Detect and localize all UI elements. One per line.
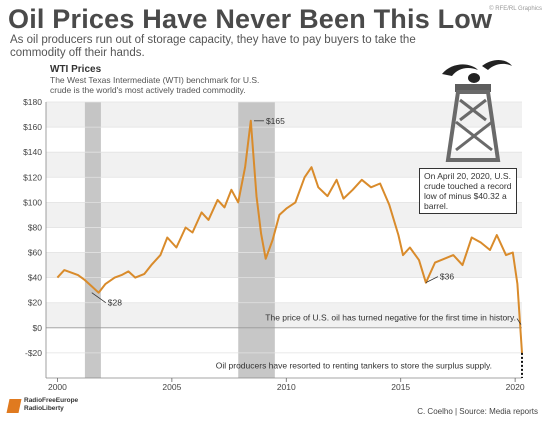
wti-price-line bbox=[56, 119, 523, 353]
x-tick-label: 2020 bbox=[506, 382, 525, 392]
y-tick-label: $160 bbox=[23, 122, 42, 132]
annotation-tankers: Oil producers have resorted to renting t… bbox=[216, 360, 492, 370]
source-credit: C. Coelho | Source: Media reports bbox=[417, 407, 538, 416]
y-tick-label: $140 bbox=[23, 147, 42, 157]
y-tick-label: $180 bbox=[23, 97, 42, 107]
chart-title: WTI Prices bbox=[50, 64, 102, 75]
x-tick-label: 2015 bbox=[391, 382, 410, 392]
oil-derrick-icon bbox=[442, 60, 512, 162]
y-tick-label: $60 bbox=[28, 248, 42, 258]
band bbox=[46, 302, 522, 328]
logo-line-1: RadioFreeEurope bbox=[24, 397, 79, 404]
y-tick-label: $100 bbox=[23, 197, 42, 207]
annotation-peak-2008: $165 bbox=[266, 116, 285, 126]
logo-line-2: RadioLiberty bbox=[24, 405, 64, 412]
annotation-leader bbox=[516, 318, 522, 325]
x-tick-label: 2000 bbox=[48, 382, 67, 392]
y-tick-label: $120 bbox=[23, 172, 42, 182]
chart-annotations: $28 $165 $36 The price of U.S. oil has turn… bbox=[91, 116, 522, 370]
annotation-negative-price: The price of U.S. oil has turned negativ… bbox=[265, 313, 516, 323]
annotation-low-2001: $28 bbox=[108, 298, 122, 308]
band bbox=[46, 102, 522, 128]
recession-bar bbox=[238, 102, 275, 378]
x-tick-label: 2005 bbox=[162, 382, 181, 392]
annotation-leader bbox=[425, 276, 439, 284]
y-tick-label: $80 bbox=[28, 222, 42, 232]
y-axis-ticks: $180 $160 $140 $120 $100 $80 $60 $40 $20 $0 -$20 bbox=[23, 97, 42, 358]
annotation-leader bbox=[91, 292, 107, 304]
chart-subheadline: As oil producers run out of storage capa… bbox=[10, 34, 416, 59]
x-axis-ticks: 2000 2005 2010 2015 2020 bbox=[48, 378, 525, 392]
y-tick-label: $40 bbox=[28, 273, 42, 283]
chart-headline: Oil Prices Have Never Been This Low bbox=[8, 4, 493, 34]
y-tick-label: $20 bbox=[28, 298, 42, 308]
recession-shading bbox=[84, 102, 275, 378]
y-tick-label: -$20 bbox=[25, 348, 42, 358]
chart-subtitle: The West Texas Intermediate (WTI) benchm… bbox=[50, 75, 260, 95]
x-tick-label: 2010 bbox=[277, 382, 296, 392]
y-tick-label: $0 bbox=[33, 323, 43, 333]
recession-bar bbox=[84, 102, 101, 378]
annotation-low-2016: $36 bbox=[440, 272, 454, 282]
record-low-callout: On April 20, 2020, U.S. crude touched a … bbox=[419, 168, 517, 214]
corner-mark: © RFE/RL Graphics bbox=[489, 6, 542, 12]
